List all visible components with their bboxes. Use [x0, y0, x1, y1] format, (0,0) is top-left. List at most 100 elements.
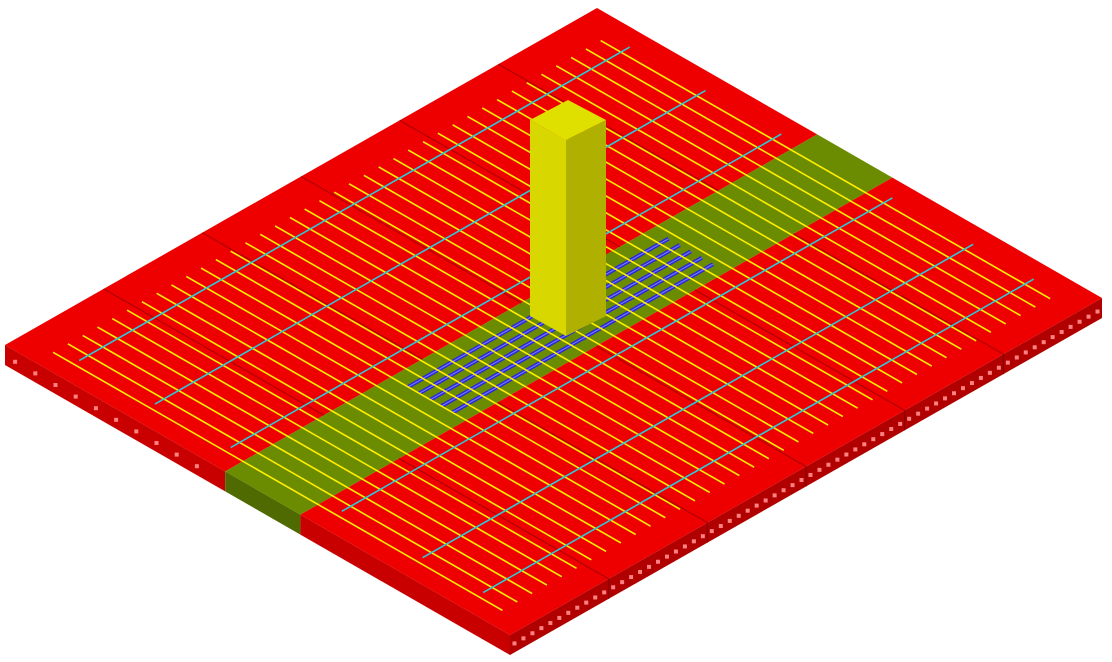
core-hole: [1095, 309, 1100, 314]
slab-joint: [793, 233, 1004, 355]
core-hole: [916, 411, 921, 416]
core-hole: [987, 370, 992, 375]
core-hole: [880, 432, 885, 437]
core-hole: [548, 621, 553, 626]
core-hole: [952, 391, 956, 396]
core-hole: [907, 416, 912, 421]
core-hole: [566, 610, 571, 615]
core-hole: [736, 513, 741, 518]
rebar: [78, 46, 631, 362]
core-hole: [718, 524, 723, 529]
rebar: [111, 317, 563, 578]
core-hole: [772, 493, 777, 498]
core-hole: [745, 508, 750, 513]
rebar: [585, 48, 1036, 308]
column-right: [566, 120, 606, 336]
core-hole: [969, 381, 974, 386]
core-hole: [602, 590, 607, 595]
column-top: [530, 100, 606, 140]
rebar: [422, 243, 974, 559]
core-hole: [1032, 345, 1037, 350]
core-hole: [1050, 335, 1055, 340]
core-hole: [134, 429, 139, 434]
rebar: [452, 124, 903, 384]
core-hole: [73, 394, 78, 399]
slab-joint: [398, 457, 609, 580]
core-hole: [996, 365, 1001, 370]
core-hole: [93, 406, 98, 411]
slab-joint: [498, 63, 719, 192]
rebar: [259, 233, 711, 494]
rebar: [156, 292, 607, 553]
core-hole: [629, 575, 634, 580]
slab-joint: [103, 288, 325, 416]
core-hole: [114, 417, 119, 422]
core-hole: [620, 580, 625, 585]
core-hole: [174, 452, 179, 457]
rebar: [171, 284, 622, 544]
core-hole: [1077, 319, 1082, 324]
core-hole: [790, 483, 795, 488]
core-hole: [754, 503, 759, 508]
core-hole: [1041, 340, 1046, 345]
core-hole: [638, 569, 643, 574]
core-hole: [700, 534, 705, 539]
rebar: [245, 242, 696, 502]
core-hole: [808, 472, 813, 477]
core-hole: [664, 554, 669, 559]
core-hole: [656, 559, 660, 564]
rebar: [97, 326, 548, 586]
rebar: [393, 157, 844, 418]
core-hole: [925, 406, 930, 411]
core-hole: [1014, 355, 1019, 360]
rebar: [555, 65, 1007, 325]
rebar: [215, 258, 666, 519]
core-hole: [898, 421, 903, 426]
rebar: [230, 133, 782, 449]
core-hole: [611, 585, 616, 590]
slab-joint: [497, 401, 708, 524]
column-left: [530, 120, 566, 336]
rebar: [289, 216, 740, 477]
core-hole: [1023, 350, 1028, 355]
rebar: [185, 275, 637, 536]
core-hole: [584, 600, 589, 605]
core-hole: [647, 564, 652, 569]
core-hole: [978, 375, 983, 380]
core-hole: [960, 386, 965, 391]
core-hole: [1005, 360, 1010, 365]
core-hole: [709, 529, 714, 534]
rebar: [52, 351, 503, 612]
core-hole: [194, 464, 199, 469]
core-hole: [781, 488, 786, 493]
core-hole: [1086, 314, 1091, 319]
core-hole: [835, 457, 840, 462]
core-hole: [889, 426, 894, 431]
core-hole: [33, 371, 38, 376]
core-hole: [593, 595, 598, 600]
rebar: [437, 132, 888, 393]
slab-joint: [300, 175, 522, 304]
rebar: [230, 250, 681, 510]
rebar: [600, 39, 1051, 300]
core-hole: [512, 641, 517, 646]
rebar: [126, 309, 577, 569]
core-hole: [13, 359, 18, 364]
core-hole: [1059, 329, 1064, 334]
slab-joint: [202, 232, 423, 360]
core-hole: [817, 467, 822, 472]
rebar: [141, 301, 592, 561]
rebar: [319, 199, 770, 460]
core-hole: [826, 462, 831, 467]
core-hole: [673, 549, 678, 554]
rebar: [570, 56, 1021, 317]
core-hole: [682, 544, 687, 549]
beam-rebar: [452, 263, 714, 413]
rebar: [407, 149, 859, 409]
core-hole: [862, 442, 867, 447]
rebar: [67, 343, 518, 603]
core-hole: [557, 615, 562, 620]
rebar: [422, 140, 873, 401]
rebar: [341, 197, 893, 513]
beam-side: [225, 471, 301, 535]
